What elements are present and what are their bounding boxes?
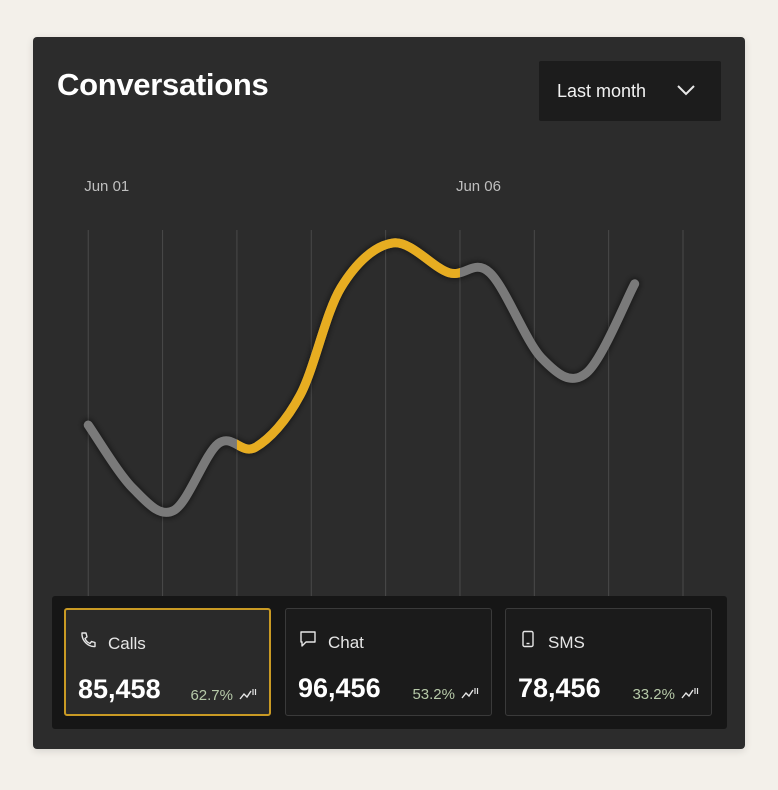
metric-change: 33.2% [632,686,675,703]
metric-value: 85,458 [78,674,161,704]
trend-up-icon [681,688,699,699]
date-range-value: Last month [557,80,647,101]
series-line-highlight [236,238,460,454]
metric-label: Chat [328,633,364,652]
metric-card-chat[interactable]: Chat 96,456 53.2% [285,608,492,716]
metrics-panel: Calls 85,458 62.7% Chat 96,456 53.2% [52,596,727,729]
metric-label: SMS [548,633,585,652]
metric-value: 78,456 [518,673,601,703]
chevron-down-icon [677,85,695,96]
x-tick-label: Jun 06 [456,178,501,195]
metric-change: 62.7% [190,687,233,704]
series-line [83,238,640,517]
chat-bubble-icon [300,631,316,647]
metric-card-calls[interactable]: Calls 85,458 62.7% [64,608,271,716]
trend-up-icon [239,689,257,700]
conversations-line-chart: Jun 01 Jun 06 [82,178,684,596]
metric-change: 53.2% [412,686,455,703]
conversations-card: Conversations Last month Jun 01 Jun 06 Ca… [33,37,745,749]
trend-up-icon [461,688,479,699]
mobile-phone-icon [522,630,534,648]
metric-value: 96,456 [298,673,381,703]
phone-icon [81,632,96,648]
metric-label: Calls [108,634,146,653]
series-line-shadow [82,236,641,519]
x-tick-label: Jun 01 [84,178,129,195]
card-title: Conversations [57,67,269,102]
date-range-select[interactable]: Last month [539,61,721,121]
metric-card-sms[interactable]: SMS 78,456 33.2% [505,608,712,716]
